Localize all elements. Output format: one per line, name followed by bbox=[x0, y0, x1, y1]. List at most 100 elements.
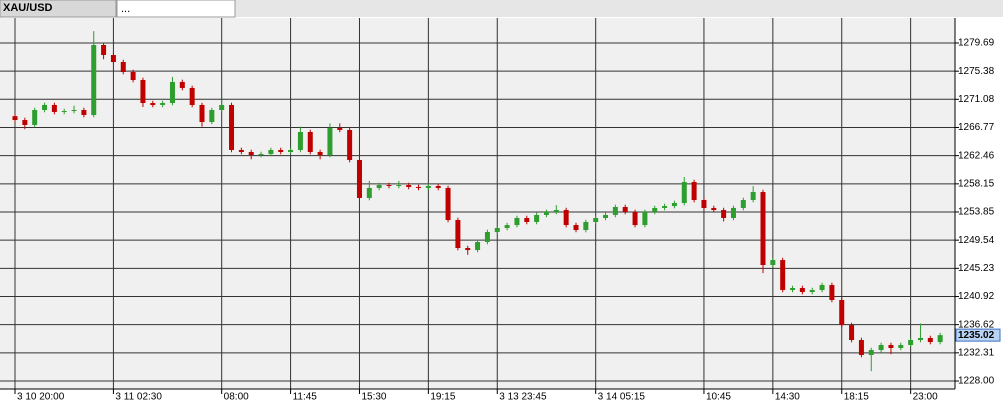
candle-body bbox=[425, 186, 431, 188]
candle-body bbox=[396, 185, 402, 187]
candle-body bbox=[770, 260, 776, 266]
candle-body bbox=[120, 62, 126, 73]
candle-body bbox=[51, 104, 57, 112]
tab-label[interactable]: ... bbox=[121, 3, 130, 15]
candle-body bbox=[543, 211, 549, 215]
y-tick-label: 1258.15 bbox=[958, 178, 995, 189]
candle-body bbox=[927, 337, 933, 343]
candle-body bbox=[406, 185, 412, 187]
candle-body bbox=[219, 104, 225, 111]
candle-body bbox=[888, 344, 894, 348]
last-price-label: 1235.02 bbox=[958, 330, 995, 341]
candle-body bbox=[494, 227, 500, 232]
tab-label[interactable]: XAU/USD bbox=[3, 2, 53, 14]
candle-body bbox=[297, 131, 303, 150]
candle-body bbox=[740, 200, 746, 208]
candle-body bbox=[435, 186, 441, 188]
candle-body bbox=[760, 192, 766, 266]
x-tick-label: 14:30 bbox=[775, 392, 800, 403]
candle-body bbox=[71, 110, 77, 112]
candle-body bbox=[652, 207, 658, 212]
candle-body bbox=[356, 159, 362, 198]
candle-body bbox=[268, 149, 274, 155]
candle-body bbox=[416, 186, 422, 188]
x-tick-label: 3 14 05:15 bbox=[598, 392, 646, 403]
candle-body bbox=[229, 104, 235, 150]
candle-body bbox=[169, 81, 175, 104]
candle-body bbox=[662, 206, 668, 208]
candle-body bbox=[622, 206, 628, 212]
y-tick-label: 1249.54 bbox=[958, 235, 995, 246]
candle-body bbox=[337, 127, 343, 130]
candle-body bbox=[504, 225, 510, 228]
candle-body bbox=[553, 210, 559, 212]
candle-body bbox=[42, 104, 48, 111]
candle-body bbox=[61, 110, 67, 112]
candle-body bbox=[376, 185, 382, 188]
candle-body bbox=[642, 211, 648, 226]
candle-body bbox=[130, 72, 136, 80]
candle-body bbox=[91, 45, 97, 115]
candle-body bbox=[612, 206, 618, 215]
candle-body bbox=[514, 217, 520, 226]
candle-body bbox=[809, 289, 815, 293]
candle-body bbox=[179, 81, 185, 88]
candle-body bbox=[81, 110, 87, 115]
x-tick-label: 08:00 bbox=[224, 392, 249, 403]
candle-body bbox=[603, 214, 609, 218]
candle-body bbox=[868, 350, 874, 355]
candle-body bbox=[307, 131, 313, 152]
candle-body bbox=[750, 192, 756, 201]
candle-body bbox=[937, 335, 943, 343]
candle-body bbox=[790, 288, 796, 290]
candle-body bbox=[465, 248, 471, 251]
candle-body bbox=[160, 103, 166, 105]
x-tick-label: 15:30 bbox=[361, 392, 386, 403]
candle-body bbox=[150, 103, 156, 105]
x-tick-label: 19:15 bbox=[430, 392, 455, 403]
candle-body bbox=[189, 87, 195, 105]
y-tick-label: 1253.85 bbox=[958, 207, 995, 218]
candle-body bbox=[583, 221, 589, 231]
candle-body bbox=[701, 200, 707, 208]
candle-body bbox=[475, 241, 481, 251]
candle-body bbox=[101, 45, 107, 56]
candle-body bbox=[593, 217, 599, 222]
y-tick-label: 1262.46 bbox=[958, 150, 995, 161]
candle-body bbox=[829, 285, 835, 300]
candle-body bbox=[839, 299, 845, 326]
candle-body bbox=[317, 151, 323, 156]
tab-active[interactable] bbox=[0, 0, 117, 18]
y-tick-label: 1232.31 bbox=[958, 347, 995, 358]
candle-body bbox=[721, 210, 727, 218]
y-tick-label: 1236.62 bbox=[958, 319, 995, 330]
candle-body bbox=[347, 129, 353, 160]
candle-body bbox=[455, 220, 461, 249]
candle-body bbox=[819, 285, 825, 290]
candle-body bbox=[563, 210, 569, 226]
candle-body bbox=[799, 288, 805, 293]
tab[interactable] bbox=[116, 0, 236, 18]
candle-body bbox=[780, 260, 786, 290]
candle-body bbox=[278, 149, 284, 152]
candle-body bbox=[711, 207, 717, 211]
candle-body bbox=[632, 211, 638, 226]
candle-body bbox=[691, 182, 697, 201]
candle-body bbox=[22, 120, 28, 125]
candle-body bbox=[534, 214, 540, 222]
candle-body bbox=[573, 225, 579, 231]
candle-body bbox=[140, 79, 146, 104]
x-tick-label: 3 10 20:00 bbox=[17, 392, 65, 403]
candle-body bbox=[671, 203, 677, 207]
candle-body bbox=[917, 337, 923, 341]
x-tick-label: 18:15 bbox=[844, 392, 869, 403]
candle-body bbox=[730, 207, 736, 218]
candle-body bbox=[258, 154, 264, 156]
candle-body bbox=[199, 104, 205, 122]
candle-body bbox=[681, 182, 687, 204]
x-tick-label: 23:00 bbox=[913, 392, 938, 403]
candle-body bbox=[209, 110, 215, 122]
candle-body bbox=[524, 217, 530, 222]
candle-body bbox=[32, 110, 38, 125]
